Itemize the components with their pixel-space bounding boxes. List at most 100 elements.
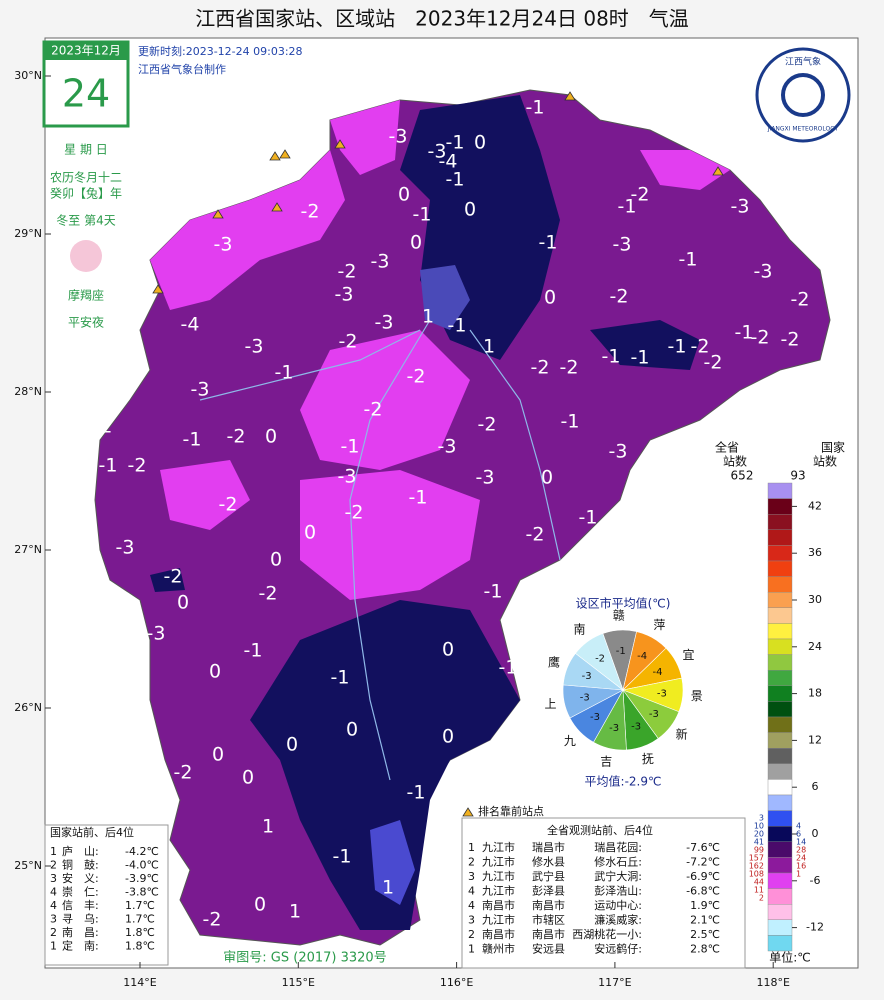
legend-cell — [767, 607, 793, 624]
province-count: 11 — [754, 886, 764, 895]
temperature-label: 1 — [422, 306, 434, 328]
temperature-label: -2 — [478, 414, 497, 436]
national-cell: 崇 仁: — [62, 886, 99, 899]
temperature-label: -2 — [610, 286, 629, 308]
national-cell: 寻 乌: — [62, 912, 99, 926]
temperature-label: 0 — [177, 592, 189, 614]
province-cell: 濂溪威家: — [594, 913, 642, 927]
temperature-label: -2 — [227, 426, 246, 448]
province-count: 10 — [754, 822, 764, 831]
pie-value: -3 — [657, 688, 667, 699]
temperature-label: 0 — [304, 522, 316, 544]
province-cell: 2.5℃ — [690, 928, 720, 941]
province-cell: 九江市 — [482, 840, 515, 854]
province-cell: 2.8℃ — [690, 943, 720, 956]
warm-core — [370, 820, 415, 905]
national-cell: 4 — [50, 899, 57, 912]
province-count: 157 — [749, 854, 764, 863]
cold-zones — [150, 100, 730, 600]
national-cell: -4.0℃ — [125, 859, 159, 872]
national-cell: 1.7℃ — [125, 899, 155, 912]
province-cell: 3 — [468, 914, 475, 927]
temperature-label: -2 — [691, 336, 710, 358]
legend-cell — [767, 763, 793, 780]
temperature-label: -3 — [245, 336, 264, 358]
province-cell: 九江市 — [482, 884, 515, 898]
temperature-label: -2 — [94, 416, 113, 438]
legend-cell — [767, 685, 793, 702]
temperature-label: -1 — [407, 782, 426, 804]
pie-value: -3 — [582, 671, 592, 682]
legend-cell — [767, 779, 793, 796]
lunar-year: 癸卯【兔】年 — [50, 186, 122, 201]
temperature-label: -3 — [371, 251, 390, 273]
province-cell: 1 — [468, 841, 475, 854]
legend-cell — [767, 810, 793, 827]
approval: 审图号: GS (2017) 3320号 — [223, 951, 386, 966]
legend-cell — [767, 826, 793, 843]
temperature-label: -2 — [751, 327, 770, 349]
legend-unit: 单位:℃ — [769, 950, 811, 965]
national-count: 14 — [796, 838, 806, 847]
province-count: 44 — [754, 878, 764, 887]
temperature-label: 0 — [544, 287, 556, 309]
lat-label: 29°N — [14, 227, 42, 240]
province-cell: 修水石丘: — [594, 855, 642, 869]
province-count: 41 — [754, 838, 764, 847]
province-cell: 南昌市 — [482, 927, 515, 941]
temperature-label: -3 — [754, 261, 773, 283]
province-table — [461, 817, 746, 969]
pie-city: 南 — [573, 622, 585, 637]
legend-tick-label: -12 — [806, 921, 824, 934]
legend-cell — [767, 857, 793, 874]
province-count: 3 — [759, 814, 764, 823]
province-cell: -7.2℃ — [686, 856, 720, 869]
national-cell: 1 — [50, 845, 57, 858]
calendar-day: 24 — [62, 72, 110, 116]
legend-tick-label: 12 — [808, 733, 822, 746]
province-count: 108 — [749, 870, 764, 879]
pie-city: 赣 — [613, 609, 625, 623]
national-cell: 信 丰: — [62, 899, 99, 912]
national-cell: 3 — [50, 872, 57, 885]
pie-slice — [575, 633, 624, 691]
temperature-label: -2 — [128, 455, 147, 477]
title: 江西省国家站、区域站 2023年12月24日 08时 气温 — [195, 7, 689, 31]
national-cell: 1.8℃ — [125, 926, 155, 939]
province-cell: -6.9℃ — [686, 870, 720, 883]
lat-label: 25°N — [14, 859, 42, 872]
lon-label: 116°E — [440, 976, 473, 989]
province-cell: 南昌市 — [532, 927, 565, 941]
legend-cell — [767, 498, 793, 515]
zodiac: 摩羯座 — [68, 288, 104, 303]
temperature-label: -2 — [345, 502, 364, 524]
temperature-label: -2 — [219, 494, 238, 516]
province-cell: -7.6℃ — [686, 841, 720, 854]
legend-cell — [767, 514, 793, 531]
national-header2: 站数 — [813, 454, 837, 469]
province-cell: 安远县 — [532, 942, 565, 956]
lat-label: 27°N — [14, 543, 42, 556]
pie-title: 设区市平均值(℃) — [576, 596, 671, 611]
temperature-label: -3 — [438, 436, 457, 458]
legend-cell — [767, 888, 793, 905]
legend-cell — [767, 592, 793, 609]
province-total: 652 — [731, 469, 754, 483]
temperature-label: -3 — [609, 441, 628, 463]
temperature-label: -4 — [439, 151, 458, 173]
temperature-label: -2 — [531, 357, 550, 379]
legend-tick-label: 42 — [808, 499, 822, 512]
pie-value: -3 — [580, 693, 590, 704]
pie-value: -3 — [649, 709, 659, 720]
temperature-label: 0 — [286, 734, 298, 756]
national-cell: 4 — [50, 886, 57, 899]
temperature-label: -1 — [99, 455, 118, 477]
calendar-header — [44, 42, 128, 60]
temperature-label: 0 — [346, 719, 358, 741]
legend-cell — [767, 794, 793, 811]
province-cell: 九江市 — [482, 855, 515, 869]
temperature-label: -1 — [631, 347, 650, 369]
poyang-lake — [420, 265, 470, 330]
temperature-label: -1 — [526, 97, 545, 119]
